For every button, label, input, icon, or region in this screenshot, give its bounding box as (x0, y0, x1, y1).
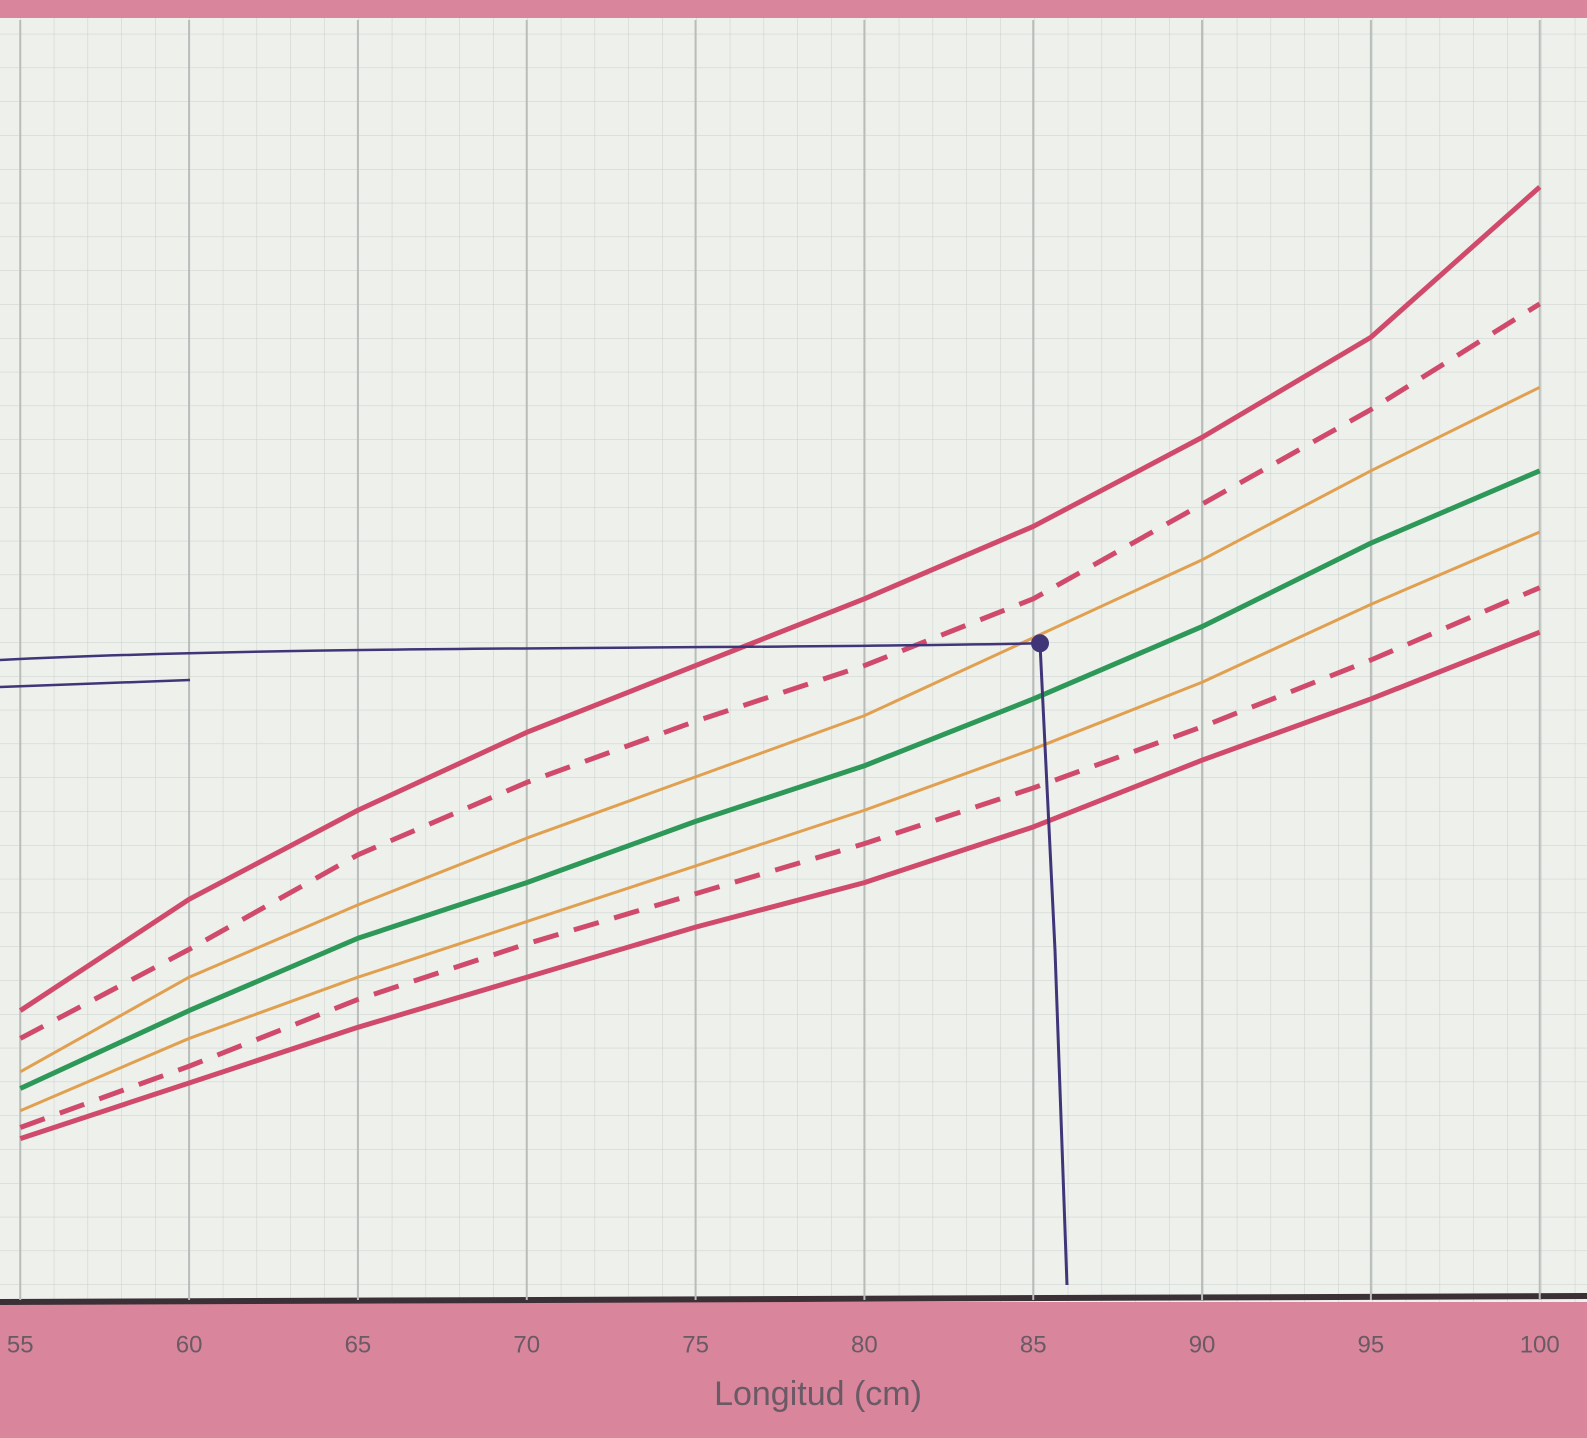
x-tick-label: 75 (682, 1331, 709, 1358)
x-tick-label: 65 (345, 1331, 372, 1358)
x-tick-label: 60 (176, 1331, 203, 1358)
x-tick-label: 55 (7, 1331, 34, 1358)
guide-line (1038, 643, 1069, 1286)
x-tick-label: 80 (851, 1331, 878, 1358)
marked-point (1030, 634, 1049, 653)
percentile-line (19, 385, 1541, 1074)
percentile-line (19, 585, 1541, 1130)
guide-line (0, 678, 191, 689)
x-tick-label: 95 (1358, 1331, 1385, 1358)
x-tick-label: 85 (1020, 1331, 1047, 1358)
plot-layer: 55 60 65 70 75 80 85 90 95 100 (0, 20, 1560, 1358)
percentile-line (19, 530, 1541, 1113)
x-axis-title: Longitud (cm) (714, 1375, 922, 1413)
percentile-line (18, 185, 1542, 1013)
x-tick-label: 70 (513, 1331, 540, 1358)
minor-grid (0, 18, 1587, 1302)
x-tick-label: 100 (1520, 1331, 1560, 1358)
x-axis (0, 1293, 1587, 1305)
percentile-line (19, 629, 1541, 1141)
percentile-line (19, 301, 1542, 1041)
x-tick-label: 90 (1189, 1331, 1216, 1358)
percentile-line (19, 468, 1541, 1091)
guide-line (0, 642, 1041, 662)
